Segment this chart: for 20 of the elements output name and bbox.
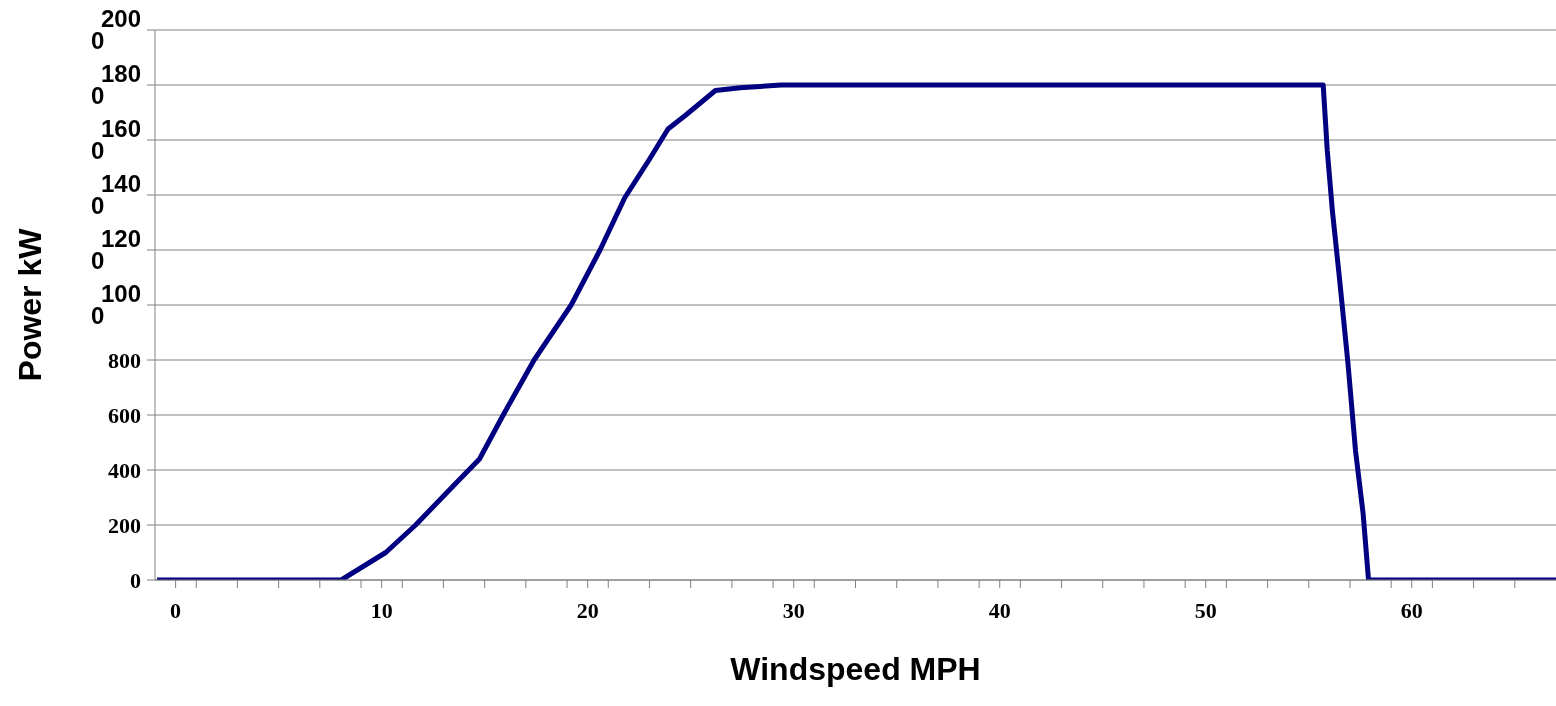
y-tick-label: 160 0 bbox=[91, 115, 141, 164]
x-tick-label: 60 bbox=[1400, 598, 1423, 623]
y-tick-label: 140 0 bbox=[91, 170, 141, 219]
x-tick-label: 40 bbox=[988, 598, 1011, 623]
y-tick-label: 800 bbox=[108, 348, 141, 373]
x-tick-label: 20 bbox=[576, 598, 599, 623]
y-tick-label: 120 0 bbox=[91, 225, 141, 274]
x-tick-label: 0 bbox=[170, 598, 182, 623]
y-tick-label: 600 bbox=[108, 403, 141, 428]
y-tick-label: 200 bbox=[108, 513, 141, 538]
y-tick-label: 0 bbox=[130, 568, 141, 593]
x-tick-label: 10 bbox=[370, 598, 393, 623]
y-tick-label: 200 0 bbox=[91, 5, 141, 54]
y-tick-label: 180 0 bbox=[91, 60, 141, 109]
y-tick-label: 400 bbox=[108, 458, 141, 483]
y-axis-title: Power kW bbox=[12, 227, 49, 382]
x-tick-label: 30 bbox=[782, 598, 805, 623]
x-axis-title: Windspeed MPH bbox=[730, 651, 981, 687]
x-tick-label: 50 bbox=[1194, 598, 1217, 623]
y-tick-label: 100 0 bbox=[91, 280, 141, 329]
